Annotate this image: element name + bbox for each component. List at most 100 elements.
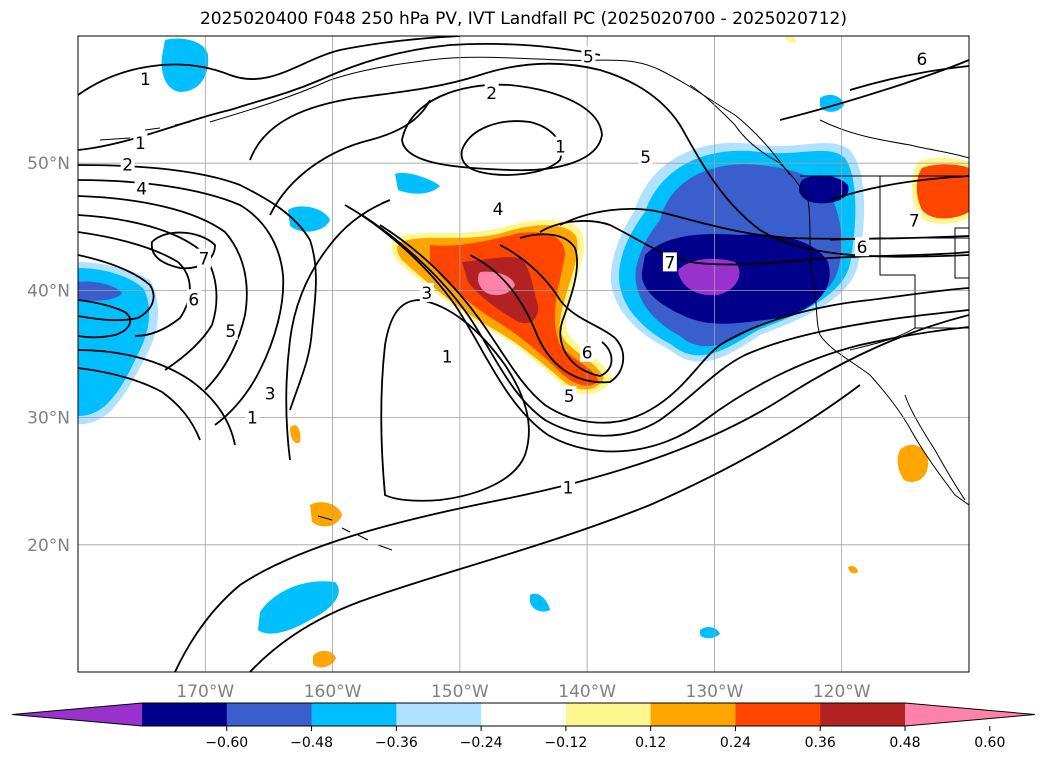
contour-label-background [133,132,148,152]
colorbar-outline [11,702,1036,727]
contour-closed-1-north [460,120,563,176]
lon-tick-label: 160°W [304,682,362,702]
contour-west-6 [78,214,218,371]
contour-label-background [491,198,506,218]
contour-main-4 [469,244,624,384]
negative-anomaly-small-2 [700,627,720,639]
contour-east-top-2 [779,59,969,121]
colorbar-tick-label: −0.12 [544,735,587,751]
north-america-west-coast [807,199,969,506]
map-frame [77,35,970,673]
lat-tick-label: 20°N [27,536,70,556]
contour-label: 7 [909,211,920,231]
contour-label: 6 [857,238,868,258]
contour-main-1 [379,224,969,424]
colorbar-tick-label: 0.12 [635,735,666,751]
contour-label: 3 [265,384,276,404]
contour-label-background [134,178,149,198]
colorbar-segment [820,703,906,726]
alaska-panhandle-coast [689,84,809,201]
positive-anomaly-small-4 [785,36,797,43]
contour-label: 1 [563,479,574,499]
contour-west-5 [78,195,248,391]
contour-label-background [120,154,135,174]
contour-label: 6 [916,50,927,70]
lon-tick-label: 150°W [431,682,489,702]
contour-label-background [440,346,455,366]
colorbar-extend-high [905,703,1035,726]
contour-label: 5 [583,47,594,67]
colorbar-segment [481,703,567,726]
negative-anomaly-pacific-northwest [610,142,865,362]
contour-label: 7 [664,253,675,273]
contour-closed-2-north [401,83,603,172]
contour-label-background [263,383,278,403]
contour-label: 6 [188,290,199,310]
state-border-3 [954,227,969,279]
colorbar-tick-label: 0.36 [805,735,836,751]
contour-label: 4 [493,200,504,220]
contour-west-10 [78,349,236,446]
map-background [78,36,969,672]
colorbar-segment [735,703,821,726]
colorbar-tick-label: −0.24 [460,735,503,751]
contour-label: 1 [247,409,258,429]
contour-trough-3 [285,199,391,461]
negative-anomaly-small-1 [530,593,550,612]
contour-label: 1 [135,134,146,154]
contour-west-2 [78,42,601,151]
contour-trough-2 [269,99,431,216]
lon-tick-label: 170°W [176,682,234,702]
contour-label-background [223,321,238,341]
contour-label-background [245,407,260,427]
contour-label-background [855,237,870,257]
longitude-tick-labels: 170°W 160°W 150°W 140°W 130°W 120°W [176,682,870,702]
negative-anomaly-southwest [258,581,339,634]
contour-lines [78,36,969,672]
colorbar-tick-label: 0.60 [974,735,1005,751]
contour-west-9 [78,299,132,339]
contour-label: 4 [136,180,147,200]
contour-main-3 [344,204,969,453]
contour-label-background [553,136,568,156]
contour-label-background [138,69,153,89]
colorbar-tick-label: −0.36 [375,735,418,751]
colorbar-tick-label: 0.24 [720,735,751,751]
contour-east-top [849,65,969,91]
colorbar-segment [142,703,228,726]
lon-tick-label: 130°W [686,682,744,702]
baja-california-coast [904,394,966,501]
colorbar-extend-low [12,703,142,726]
contour-label: 2 [486,84,497,104]
contour-label: 5 [640,148,651,168]
map-title: 2025020400 F048 250 hPa PV, IVT Landfall… [199,9,847,29]
colorbar-segment [396,703,482,726]
contour-west-1 [78,36,461,96]
contour-label-background [419,282,434,302]
colorbar-segment [311,703,397,726]
positive-anomaly-small-2 [313,650,336,668]
contour-1-outer [380,299,530,502]
negative-anomaly-gulf [395,172,440,194]
contour-label: 1 [555,138,566,158]
positive-anomaly-small-3 [848,565,858,574]
contour-label: 5 [225,322,236,342]
contour-west-8 [78,254,155,322]
contour-label: 1 [442,348,453,368]
colorbar-tick-label: −0.48 [290,735,333,751]
contour-label-background [484,83,499,103]
contour-label: 5 [564,387,575,407]
positive-anomaly-central-pacific-small [310,502,342,527]
contour-west-7 [78,231,191,337]
pv-negative-anomalies [78,38,865,639]
positive-anomaly-baja [897,444,929,482]
contour-1-south [249,384,861,672]
contour-label-background [562,385,577,405]
lon-tick-label: 140°W [558,682,616,702]
contour-label: 6 [582,344,593,364]
contour-west-4 [78,179,285,426]
contour-label-background [561,477,576,497]
us-mexico-border [849,327,969,351]
lat-tick-label: 40°N [27,281,70,301]
